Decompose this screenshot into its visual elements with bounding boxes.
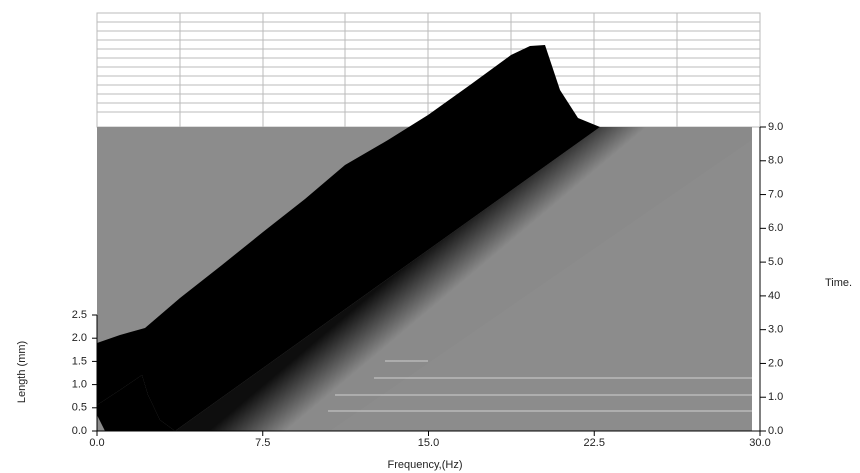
surface-base <box>97 375 175 431</box>
z-tick-label: 5.0 <box>768 256 783 268</box>
z-tick-label: 3.0 <box>768 324 783 336</box>
y-tick-label: 2.0 <box>72 332 87 344</box>
y-tick-label: 0.0 <box>72 425 87 437</box>
x-tick-label: 7.5 <box>255 437 270 449</box>
x-tick-label: 0.0 <box>89 437 104 449</box>
x-tick-label: 22.5 <box>584 437 605 449</box>
z-tick-label: 40 <box>768 290 780 302</box>
y-tick-label: 1.5 <box>72 355 87 367</box>
surface-ridge <box>97 45 600 431</box>
x-tick-label: 30.0 <box>749 437 770 449</box>
z-tick-label: 7.0 <box>768 188 783 200</box>
x-axis-label: Frequency,(Hz) <box>388 459 463 471</box>
y-tick-label: 0.5 <box>72 402 87 414</box>
z-tick-label: 6.0 <box>768 222 783 234</box>
z-axis-label: Time. <box>825 277 852 289</box>
x-tick-label: 15.0 <box>418 437 439 449</box>
surface-contours <box>328 360 752 412</box>
y-axis-label: Length (mm) <box>16 341 28 403</box>
top-grid <box>96 12 761 128</box>
z-tick-label: 8.0 <box>768 155 783 167</box>
z-tick-label: 9.0 <box>768 121 783 133</box>
z-tick-label: 1.0 <box>768 391 783 403</box>
surface-slope <box>175 127 752 431</box>
z-tick-label: 0.0 <box>768 425 783 437</box>
grid-lines <box>97 13 760 127</box>
y-tick-label: 1.0 <box>72 379 87 391</box>
z-tick-label: 2.0 <box>768 357 783 369</box>
surface-notch <box>97 415 105 431</box>
y-tick-label: 2.5 <box>72 309 87 321</box>
